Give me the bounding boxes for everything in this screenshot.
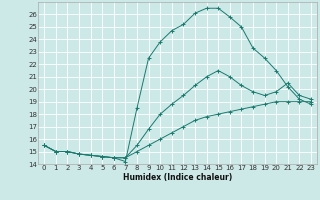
X-axis label: Humidex (Indice chaleur): Humidex (Indice chaleur) — [123, 173, 232, 182]
